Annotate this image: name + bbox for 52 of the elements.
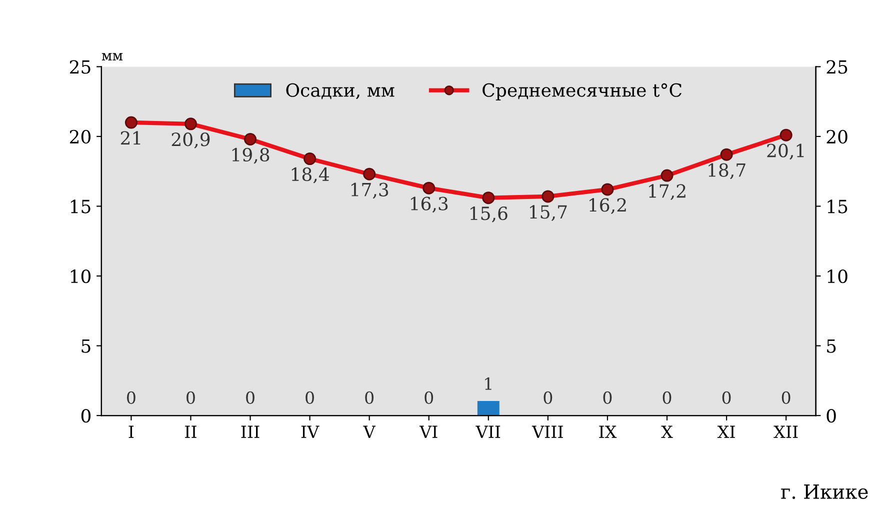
text: г. Икике — [781, 484, 868, 499]
data-label: 0 — [126, 391, 136, 404]
x-tick-label: VIII — [532, 426, 563, 438]
data-label: 0 — [186, 391, 195, 404]
x-tick-label: XI — [717, 426, 735, 438]
data-label: 18,4 — [292, 167, 329, 184]
data-label: 17,2 — [649, 184, 686, 200]
legend-label: Осадки, мм — [286, 83, 394, 100]
y-tick-label: 0 — [81, 408, 91, 423]
x-tick-label: V — [363, 426, 376, 438]
y-tick-label: 10 — [70, 269, 91, 284]
data-label: 15,7 — [530, 205, 567, 221]
data-label: 18,7 — [708, 163, 746, 180]
x-tick-label: VII — [476, 426, 500, 438]
y-tick-label: 5 — [82, 339, 90, 353]
data-label: 0 — [662, 391, 672, 404]
x-tick-label: I — [128, 426, 134, 438]
data-label: 0 — [603, 391, 612, 404]
x-tick-label: X — [661, 426, 673, 438]
data-label: 16,2 — [590, 198, 626, 214]
y2-tick-label: 25 — [826, 60, 848, 74]
x-tick-label: III — [241, 426, 260, 438]
y-tick-label: 20 — [70, 130, 91, 144]
data-label: 16,3 — [410, 196, 448, 213]
data-label: 0 — [246, 391, 254, 404]
y2-tick-label: 20 — [826, 130, 848, 144]
y-tick-label: 15 — [70, 200, 90, 214]
data-label: 15,6 — [470, 206, 508, 222]
data-label: 19,8 — [232, 148, 270, 164]
y2-tick-label: 0 — [826, 408, 836, 423]
data-label: 1 — [485, 377, 492, 390]
data-label: 17,3 — [351, 182, 388, 199]
data-label: 21 — [120, 131, 140, 145]
data-label: 0 — [365, 391, 374, 404]
legend-label: Среднемесячные t°C — [482, 83, 682, 100]
data-label: 0 — [306, 391, 314, 404]
data-label: 20,9 — [172, 132, 210, 148]
data-label: 0 — [722, 391, 731, 404]
x-tick-label: II — [185, 426, 196, 438]
y2-tick-label: 10 — [828, 269, 848, 284]
y-tick-label: 25 — [70, 60, 90, 74]
y2-tick-label: 5 — [827, 339, 836, 353]
x-tick-label: IV — [301, 426, 320, 438]
data-label: 0 — [424, 391, 434, 404]
data-label: 0 — [544, 391, 552, 404]
data-label: 0 — [782, 391, 790, 404]
y-axis-title: мм — [102, 53, 123, 60]
data-label: 20,1 — [767, 144, 804, 160]
x-tick-label: XII — [774, 426, 798, 438]
x-tick-label: VI — [419, 426, 438, 438]
y2-tick-label: 15 — [828, 200, 848, 214]
x-tick-label: IX — [599, 426, 617, 438]
